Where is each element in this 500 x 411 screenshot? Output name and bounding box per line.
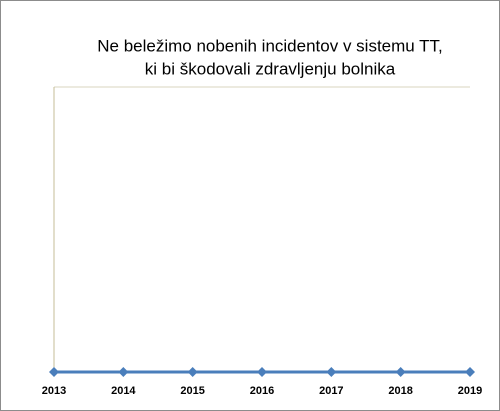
x-tick-label: 2014: [111, 385, 136, 397]
data-point: [118, 367, 129, 377]
x-tick-label: 2019: [458, 385, 482, 397]
chart-title: ki bi škodovali zdravljenju bolnika: [145, 59, 396, 78]
chart-title: Ne beležimo nobenih incidentov v sistemu…: [97, 36, 443, 55]
data-point: [326, 367, 337, 377]
data-point: [187, 367, 198, 377]
x-tick-label: 2016: [250, 385, 274, 397]
data-point: [49, 367, 59, 377]
x-tick-label: 2013: [42, 385, 66, 397]
x-tick-label: 2015: [180, 385, 204, 397]
x-tick-label: 2018: [388, 385, 412, 397]
x-tick-label: 2017: [319, 385, 343, 397]
data-point: [257, 367, 267, 377]
data-point: [395, 367, 406, 377]
data-point: [465, 367, 475, 377]
